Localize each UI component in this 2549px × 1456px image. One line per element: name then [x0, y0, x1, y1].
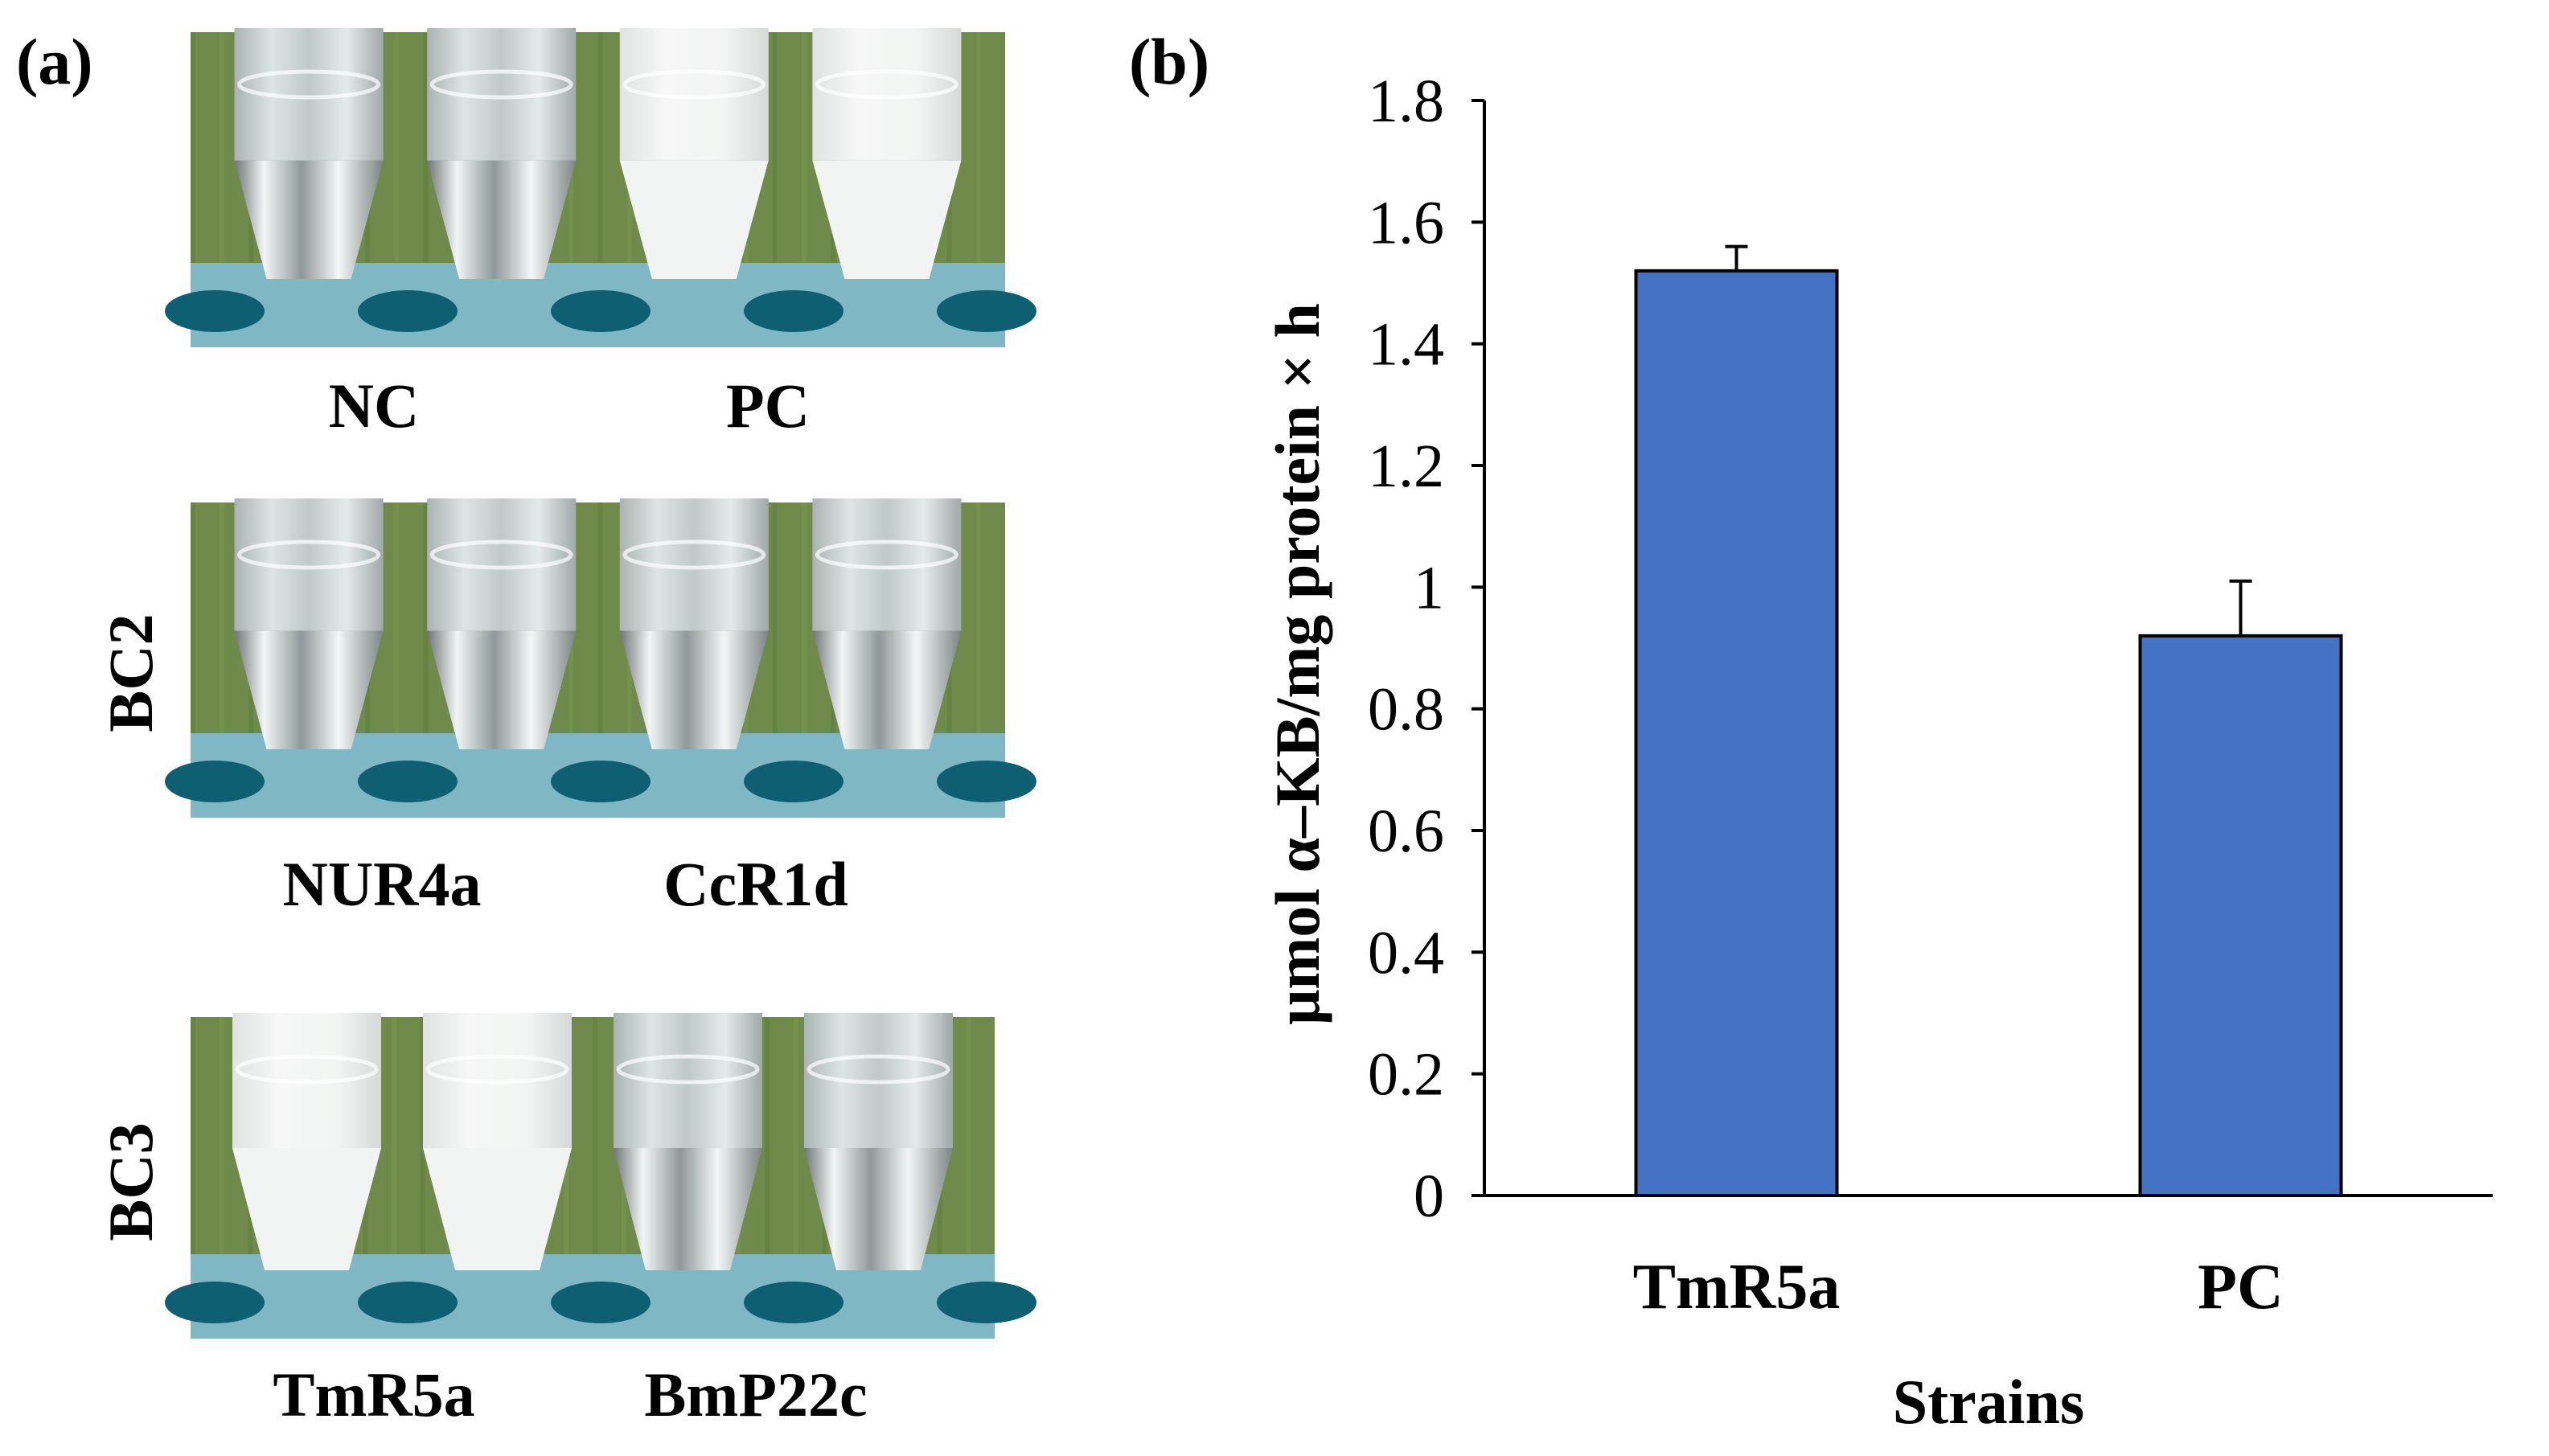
y-tick-label: 0.2	[1368, 1041, 1444, 1109]
tube-photo	[165, 1013, 1036, 1339]
tube-photo	[165, 498, 1036, 818]
photo-caption: CcR1d	[663, 849, 848, 919]
x-axis-title: Strains	[1893, 1367, 2084, 1437]
bar	[1634, 269, 1839, 1197]
panel-b-label: (b)	[1129, 25, 1210, 98]
x-tick-label: PC	[2198, 1252, 2284, 1323]
photo-caption: PC	[726, 371, 810, 441]
y-tick-label: 1	[1414, 554, 1444, 621]
y-tick-label: 1.4	[1368, 311, 1444, 379]
y-tick-label: 1.6	[1368, 189, 1444, 256]
tube-photo	[165, 28, 1036, 347]
bar	[2138, 634, 2343, 1197]
y-tick-label: 0.4	[1368, 919, 1444, 986]
y-tick-label: 0	[1414, 1163, 1444, 1230]
photo-caption: TmR5a	[273, 1360, 475, 1429]
y-axis-title: μmol α–KB/mg protein × h	[1262, 303, 1332, 1025]
panel-a-label: (a)	[16, 25, 93, 98]
y-tick-label: 1.2	[1368, 433, 1444, 500]
y-tick-label: 0.6	[1368, 798, 1444, 865]
y-tick-label: 1.8	[1368, 68, 1444, 135]
photo-caption: NUR4a	[282, 849, 482, 919]
x-tick-label: TmR5a	[1633, 1252, 1841, 1323]
photo-caption: NC	[328, 371, 420, 441]
y-tick-label: 0.8	[1368, 676, 1444, 744]
photo-caption: BmP22c	[644, 1360, 868, 1429]
